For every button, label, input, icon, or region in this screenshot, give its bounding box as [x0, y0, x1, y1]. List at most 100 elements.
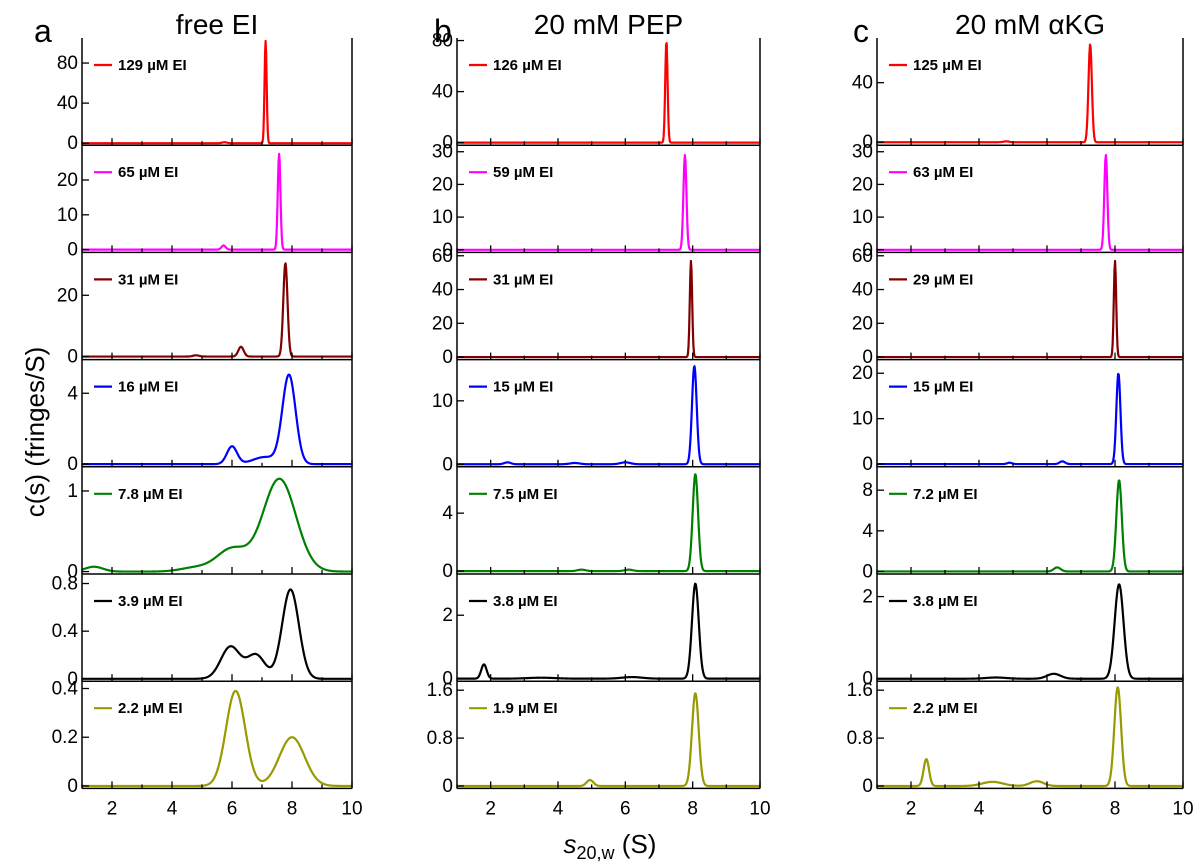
y-tick-label: 0: [442, 133, 453, 154]
subplot-b-6: 0 2 3.8 µM EI: [442, 574, 761, 690]
y-tick-label: 20: [57, 285, 78, 306]
y-tick-label: 10: [852, 409, 873, 430]
y-tick-label: 10: [432, 391, 453, 412]
y-tick-label: 10: [432, 207, 453, 228]
y-tick-label: 0: [862, 561, 873, 582]
y-tick-label: 2: [442, 605, 453, 626]
series-line: [456, 365, 761, 466]
x-tick-label: 4: [167, 798, 178, 819]
y-tick-label: 20: [852, 174, 873, 195]
y-tick-label: 40: [432, 280, 453, 301]
series-line: [876, 259, 1184, 359]
legend-label: 15 µM EI: [913, 379, 973, 396]
x-tick-label: 8: [1110, 798, 1121, 819]
y-tick-label: 4: [67, 383, 78, 404]
legend-label: 29 µM EI: [913, 271, 973, 288]
legend-label: 7.2 µM EI: [913, 486, 978, 503]
legend-label: 15 µM EI: [493, 379, 553, 396]
legend-label: 2.2 µM EI: [913, 700, 978, 717]
x-tick-label: 6: [1042, 798, 1053, 819]
y-tick-label: 4: [442, 503, 453, 524]
subplot-c-1: 0 40 125 µM EI: [852, 38, 1184, 153]
subplot-b-2: 0 10 20 30 59 µM EI: [432, 142, 761, 261]
series-line: [456, 582, 761, 680]
y-tick-label: 0: [67, 240, 78, 261]
series-line: [456, 154, 761, 251]
series-line: [876, 372, 1184, 466]
y-tick-label: 10: [852, 207, 873, 228]
legend-label: 7.8 µM EI: [118, 486, 183, 503]
y-tick-label: 0: [862, 454, 873, 475]
legend-label: 2.2 µM EI: [118, 700, 183, 717]
y-tick-label: 0: [862, 347, 873, 368]
subplot-c-3: 0 20 40 60 29 µM EI: [852, 246, 1184, 368]
x-tick-label: 4: [553, 798, 564, 819]
y-tick-label: 0: [862, 669, 873, 690]
y-tick-label: 20: [432, 313, 453, 334]
panel-letter: b: [434, 13, 452, 49]
x-tick-label: 6: [227, 798, 238, 819]
y-tick-label: 0: [67, 454, 78, 475]
subplot-c-5: 0 4 8 7.2 µM EI: [862, 466, 1184, 582]
legend-label: 126 µM EI: [493, 57, 562, 74]
legend-label: 1.9 µM EI: [493, 700, 558, 717]
x-axis-label-subscript: 20,w: [577, 843, 616, 863]
series-line: [81, 262, 353, 358]
y-tick-label: 20: [432, 174, 453, 195]
x-tick-label: 4: [974, 798, 985, 819]
x-tick-label: 10: [341, 798, 362, 819]
x-tick-label: 2: [107, 798, 118, 819]
y-tick-label: 20: [852, 363, 873, 384]
legend-label: 129 µM EI: [118, 57, 187, 74]
panel-letter: a: [34, 13, 52, 49]
y-tick-label: 30: [432, 142, 453, 163]
subplot-a-5: 0 1 7.8 µM EI: [67, 466, 353, 583]
x-tick-label: 6: [620, 798, 631, 819]
y-tick-label: 40: [432, 82, 453, 103]
x-tick-label: 8: [287, 798, 298, 819]
subplot-b-1: 0 40 80 126 µM EI: [432, 31, 761, 154]
y-tick-label: 0: [67, 562, 78, 583]
y-tick-label: 60: [852, 246, 873, 267]
series-line: [876, 686, 1184, 788]
y-tick-label: 30: [852, 142, 873, 163]
y-tick-label: 40: [57, 93, 78, 114]
series-line: [81, 477, 353, 573]
y-tick-label: 0: [67, 133, 78, 154]
subplot-a-3: 0 20 31 µM EI: [57, 252, 353, 368]
legend-label: 125 µM EI: [913, 57, 982, 74]
y-tick-label: 80: [432, 31, 453, 52]
series-line: [876, 583, 1184, 680]
legend-label: 3.8 µM EI: [493, 593, 558, 610]
y-tick-label: 0: [862, 132, 873, 153]
y-tick-label: 0: [862, 776, 873, 797]
y-tick-label: 10: [57, 205, 78, 226]
subplot-b-4: 0 10 15 µM EI: [432, 359, 761, 475]
x-tick-label: 2: [485, 798, 496, 819]
panel-title: 20 mM PEP: [534, 9, 683, 40]
subplot-c-7: 0 0.8 1.6 2.2 µM EI 2 4 6 8 10: [847, 680, 1194, 819]
series-line: [456, 473, 761, 573]
y-tick-label: 0: [442, 776, 453, 797]
y-tick-label: 40: [852, 73, 873, 94]
y-tick-label: 20: [852, 313, 873, 334]
series-line: [876, 43, 1184, 144]
y-axis-label: c(s) (fringes/S): [20, 347, 50, 517]
series-line: [876, 479, 1184, 573]
subplot-a-2: 0 10 20 65 µM EI: [57, 145, 353, 261]
series-line: [81, 588, 353, 680]
y-tick-label: 1.6: [427, 680, 453, 701]
y-tick-label: 40: [852, 280, 873, 301]
series-line: [876, 154, 1184, 251]
legend-label: 7.5 µM EI: [493, 486, 558, 503]
x-tick-label: 2: [906, 798, 917, 819]
y-tick-label: 0.8: [427, 728, 453, 749]
series-line: [456, 42, 761, 144]
legend-label: 3.9 µM EI: [118, 593, 183, 610]
x-axis-label-unit: (S): [615, 829, 657, 859]
